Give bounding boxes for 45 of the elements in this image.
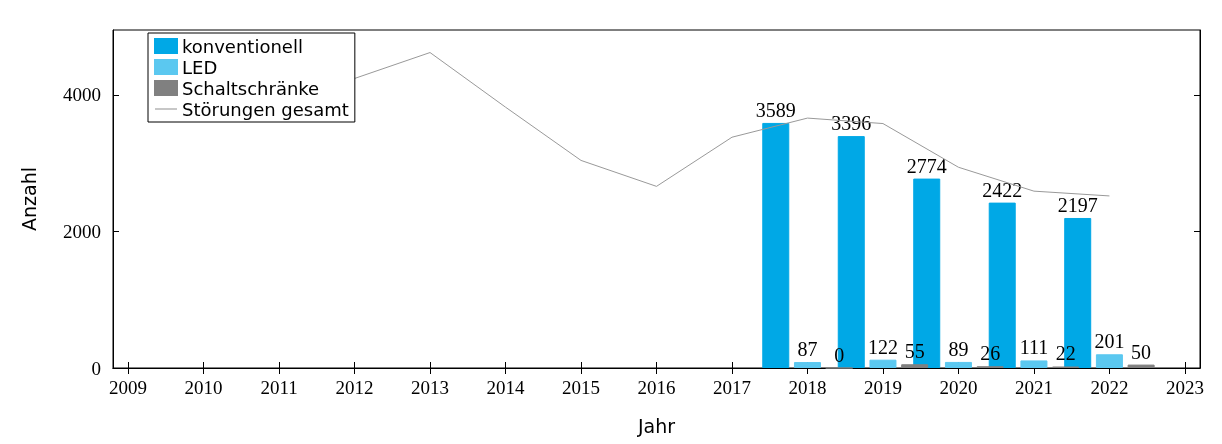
- x-tick-label: 2009: [109, 377, 148, 398]
- x-tick-label: 2021: [1014, 377, 1053, 398]
- bar: [1127, 364, 1155, 368]
- y-tick-label: 2000: [63, 220, 101, 242]
- data-label: 2422: [982, 178, 1023, 201]
- x-axis-title: Jahr: [636, 414, 676, 437]
- x-tick-label: 2015: [562, 377, 601, 398]
- y-tick-label: 0: [91, 357, 101, 379]
- data-label: 89: [948, 337, 969, 360]
- legend-label: Schaltschränke: [182, 77, 320, 99]
- x-tick-label: 2018: [788, 377, 827, 398]
- data-label: 111: [1019, 336, 1049, 359]
- bar: [837, 136, 865, 368]
- data-label: 3396: [831, 112, 872, 135]
- legend-label: LED: [182, 56, 218, 78]
- bar: [869, 359, 897, 368]
- x-tick-label: 2019: [863, 377, 902, 398]
- data-label: 50: [1131, 340, 1152, 363]
- bar: [762, 122, 790, 368]
- x-tick-label: 2020: [939, 377, 978, 398]
- data-label: 2197: [1057, 193, 1098, 216]
- legend-label: konventionell: [182, 35, 303, 57]
- x-tick-label: 2014: [486, 377, 526, 398]
- bar: [793, 362, 821, 368]
- y-tick-label: 4000: [63, 84, 101, 106]
- x-tick-label: 2016: [637, 377, 676, 398]
- y-axis-title: Anzahl: [17, 167, 40, 231]
- x-tick-label: 2011: [260, 377, 298, 398]
- data-label: 87: [797, 338, 818, 361]
- data-label: 201: [1094, 330, 1125, 353]
- bar: [944, 361, 972, 368]
- bar: [1020, 360, 1048, 368]
- x-tick-label: 2023: [1165, 377, 1204, 398]
- x-tick-label: 2010: [184, 377, 223, 398]
- data-label: 3589: [755, 98, 796, 121]
- x-tick-label: 2013: [411, 377, 450, 398]
- x-tick-label: 2012: [335, 377, 374, 398]
- x-tick-label: 2017: [712, 377, 751, 398]
- legend-label: Störungen gesamt: [182, 98, 349, 120]
- line-series: [354, 52, 1110, 197]
- bar: [901, 364, 929, 368]
- x-tick-label: 2022: [1090, 377, 1129, 398]
- bar: [1095, 354, 1123, 368]
- data-label: 2774: [906, 154, 947, 177]
- data-label: 122: [867, 335, 898, 358]
